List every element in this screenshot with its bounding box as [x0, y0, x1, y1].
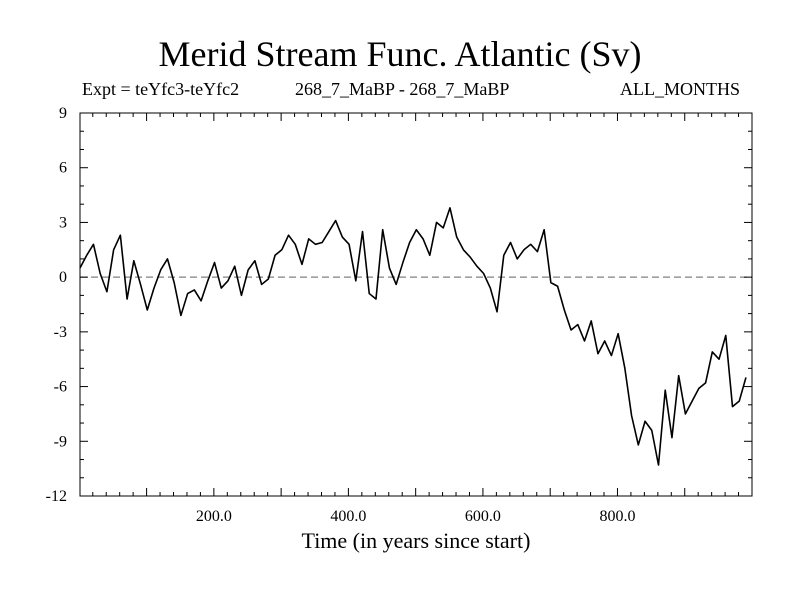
chart-title: Merid Stream Func. Atlantic (Sv)	[158, 34, 642, 74]
y-tick-label: 3	[59, 214, 67, 231]
y-tick-label: -12	[46, 488, 67, 505]
months-label: ALL_MONTHS	[620, 79, 740, 99]
x-tick-label: 600.0	[465, 508, 501, 525]
series-line-0	[79, 207, 747, 466]
x-axis-label: Time (in years since start)	[301, 528, 531, 553]
x-tick-label: 200.0	[196, 508, 232, 525]
y-tick-label: 0	[59, 269, 67, 286]
x-tick-label: 400.0	[330, 508, 366, 525]
y-tick-label: 6	[59, 160, 67, 177]
y-tick-label: -3	[54, 324, 67, 341]
y-tick-label: -9	[54, 433, 67, 450]
period-label: 268_7_MaBP - 268_7_MaBP	[295, 79, 510, 99]
x-tick-label: 800.0	[599, 508, 635, 525]
experiment-label: Expt = teYfc3-teYfc2	[82, 79, 240, 99]
plot-frame	[79, 112, 753, 497]
y-tick-label: -6	[54, 379, 67, 396]
y-tick-label: 9	[59, 105, 67, 122]
